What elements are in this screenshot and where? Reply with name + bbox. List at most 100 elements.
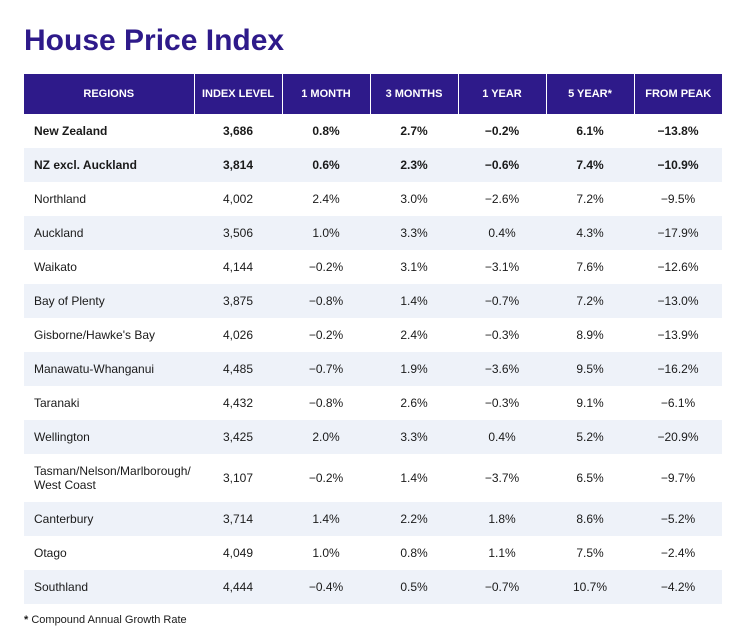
- cell-region: Gisborne/Hawke's Bay: [24, 318, 194, 352]
- cell-region: Southland: [24, 570, 194, 604]
- col-index-level: INDEX LEVEL: [194, 74, 282, 114]
- cell-value: −4.2%: [634, 570, 722, 604]
- cell-value: 6.5%: [546, 454, 634, 502]
- cell-value: 4.3%: [546, 216, 634, 250]
- cell-value: −0.2%: [282, 250, 370, 284]
- table-row: Otago4,0491.0%0.8%1.1%7.5%−2.4%: [24, 536, 722, 570]
- cell-value: 3.1%: [370, 250, 458, 284]
- cell-value: −20.9%: [634, 420, 722, 454]
- cell-value: 1.0%: [282, 536, 370, 570]
- cell-value: 0.8%: [282, 114, 370, 148]
- cell-value: 2.6%: [370, 386, 458, 420]
- cell-value: −13.9%: [634, 318, 722, 352]
- table-row: Northland4,0022.4%3.0%−2.6%7.2%−9.5%: [24, 182, 722, 216]
- cell-value: −0.7%: [458, 570, 546, 604]
- col-1-year: 1 YEAR: [458, 74, 546, 114]
- cell-value: 2.3%: [370, 148, 458, 182]
- cell-value: 3,686: [194, 114, 282, 148]
- cell-value: 4,432: [194, 386, 282, 420]
- cell-value: 1.0%: [282, 216, 370, 250]
- table-row: Taranaki4,432−0.8%2.6%−0.3%9.1%−6.1%: [24, 386, 722, 420]
- cell-value: 7.4%: [546, 148, 634, 182]
- cell-value: −0.7%: [458, 284, 546, 318]
- cell-value: 3,107: [194, 454, 282, 502]
- cell-value: −0.8%: [282, 284, 370, 318]
- cell-value: −2.4%: [634, 536, 722, 570]
- cell-value: −0.2%: [282, 454, 370, 502]
- cell-value: 1.4%: [282, 502, 370, 536]
- cell-region: Wellington: [24, 420, 194, 454]
- col-regions: REGIONS: [24, 74, 194, 114]
- table-header-row: REGIONS INDEX LEVEL 1 MONTH 3 MONTHS 1 Y…: [24, 74, 722, 114]
- cell-value: −0.8%: [282, 386, 370, 420]
- cell-value: 9.1%: [546, 386, 634, 420]
- cell-region: Bay of Plenty: [24, 284, 194, 318]
- cell-value: 4,026: [194, 318, 282, 352]
- cell-value: 3.3%: [370, 216, 458, 250]
- cell-region: Taranaki: [24, 386, 194, 420]
- table-row: Southland4,444−0.4%0.5%−0.7%10.7%−4.2%: [24, 570, 722, 604]
- col-3-months: 3 MONTHS: [370, 74, 458, 114]
- cell-value: 0.8%: [370, 536, 458, 570]
- footnote-marker: *: [24, 614, 28, 626]
- cell-value: −3.7%: [458, 454, 546, 502]
- cell-value: −0.7%: [282, 352, 370, 386]
- table-row: Tasman/Nelson/Marlborough/ West Coast3,1…: [24, 454, 722, 502]
- cell-value: −13.0%: [634, 284, 722, 318]
- cell-value: −10.9%: [634, 148, 722, 182]
- cell-value: −0.4%: [282, 570, 370, 604]
- cell-value: 2.4%: [370, 318, 458, 352]
- cell-value: 7.6%: [546, 250, 634, 284]
- col-from-peak: FROM PEAK: [634, 74, 722, 114]
- cell-value: 4,485: [194, 352, 282, 386]
- cell-value: 3,425: [194, 420, 282, 454]
- cell-value: −9.7%: [634, 454, 722, 502]
- cell-value: 4,444: [194, 570, 282, 604]
- cell-value: 4,144: [194, 250, 282, 284]
- price-index-table: REGIONS INDEX LEVEL 1 MONTH 3 MONTHS 1 Y…: [24, 74, 722, 604]
- table-row: Manawatu-Whanganui4,485−0.7%1.9%−3.6%9.5…: [24, 352, 722, 386]
- cell-value: 3,814: [194, 148, 282, 182]
- cell-value: 6.1%: [546, 114, 634, 148]
- cell-value: −12.6%: [634, 250, 722, 284]
- cell-value: 2.0%: [282, 420, 370, 454]
- cell-value: 7.5%: [546, 536, 634, 570]
- cell-value: −16.2%: [634, 352, 722, 386]
- cell-value: 0.4%: [458, 216, 546, 250]
- page-title: House Price Index: [24, 24, 722, 58]
- table-row: Gisborne/Hawke's Bay4,026−0.2%2.4%−0.3%8…: [24, 318, 722, 352]
- col-1-month: 1 MONTH: [282, 74, 370, 114]
- cell-value: 1.4%: [370, 454, 458, 502]
- cell-value: 0.4%: [458, 420, 546, 454]
- col-5-year: 5 YEAR*: [546, 74, 634, 114]
- cell-value: −0.6%: [458, 148, 546, 182]
- table-row: Wellington3,4252.0%3.3%0.4%5.2%−20.9%: [24, 420, 722, 454]
- cell-region: Waikato: [24, 250, 194, 284]
- cell-value: 1.4%: [370, 284, 458, 318]
- cell-region: Tasman/Nelson/Marlborough/ West Coast: [24, 454, 194, 502]
- cell-region: Northland: [24, 182, 194, 216]
- cell-region: Manawatu-Whanganui: [24, 352, 194, 386]
- cell-region: Canterbury: [24, 502, 194, 536]
- cell-value: −5.2%: [634, 502, 722, 536]
- cell-value: 7.2%: [546, 284, 634, 318]
- cell-value: 3,506: [194, 216, 282, 250]
- cell-region: Auckland: [24, 216, 194, 250]
- cell-value: 8.6%: [546, 502, 634, 536]
- cell-value: 7.2%: [546, 182, 634, 216]
- cell-value: 4,049: [194, 536, 282, 570]
- cell-value: 10.7%: [546, 570, 634, 604]
- cell-value: 0.5%: [370, 570, 458, 604]
- cell-value: 2.2%: [370, 502, 458, 536]
- cell-value: −2.6%: [458, 182, 546, 216]
- cell-value: 8.9%: [546, 318, 634, 352]
- cell-value: −0.2%: [282, 318, 370, 352]
- cell-region: New Zealand: [24, 114, 194, 148]
- cell-value: −6.1%: [634, 386, 722, 420]
- cell-value: 1.1%: [458, 536, 546, 570]
- cell-value: 9.5%: [546, 352, 634, 386]
- cell-value: 1.9%: [370, 352, 458, 386]
- cell-value: −13.8%: [634, 114, 722, 148]
- cell-value: −0.3%: [458, 386, 546, 420]
- table-row: Canterbury3,7141.4%2.2%1.8%8.6%−5.2%: [24, 502, 722, 536]
